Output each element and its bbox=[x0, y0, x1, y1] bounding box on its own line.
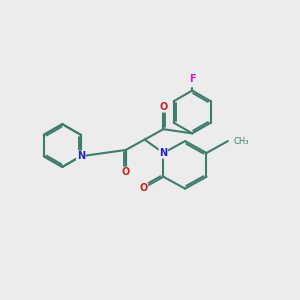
Text: O: O bbox=[122, 167, 130, 177]
Text: CH₃: CH₃ bbox=[233, 136, 249, 146]
Text: N: N bbox=[159, 148, 167, 158]
Text: O: O bbox=[159, 102, 167, 112]
Text: F: F bbox=[189, 74, 196, 84]
Text: N: N bbox=[77, 151, 85, 161]
Text: O: O bbox=[139, 183, 148, 193]
